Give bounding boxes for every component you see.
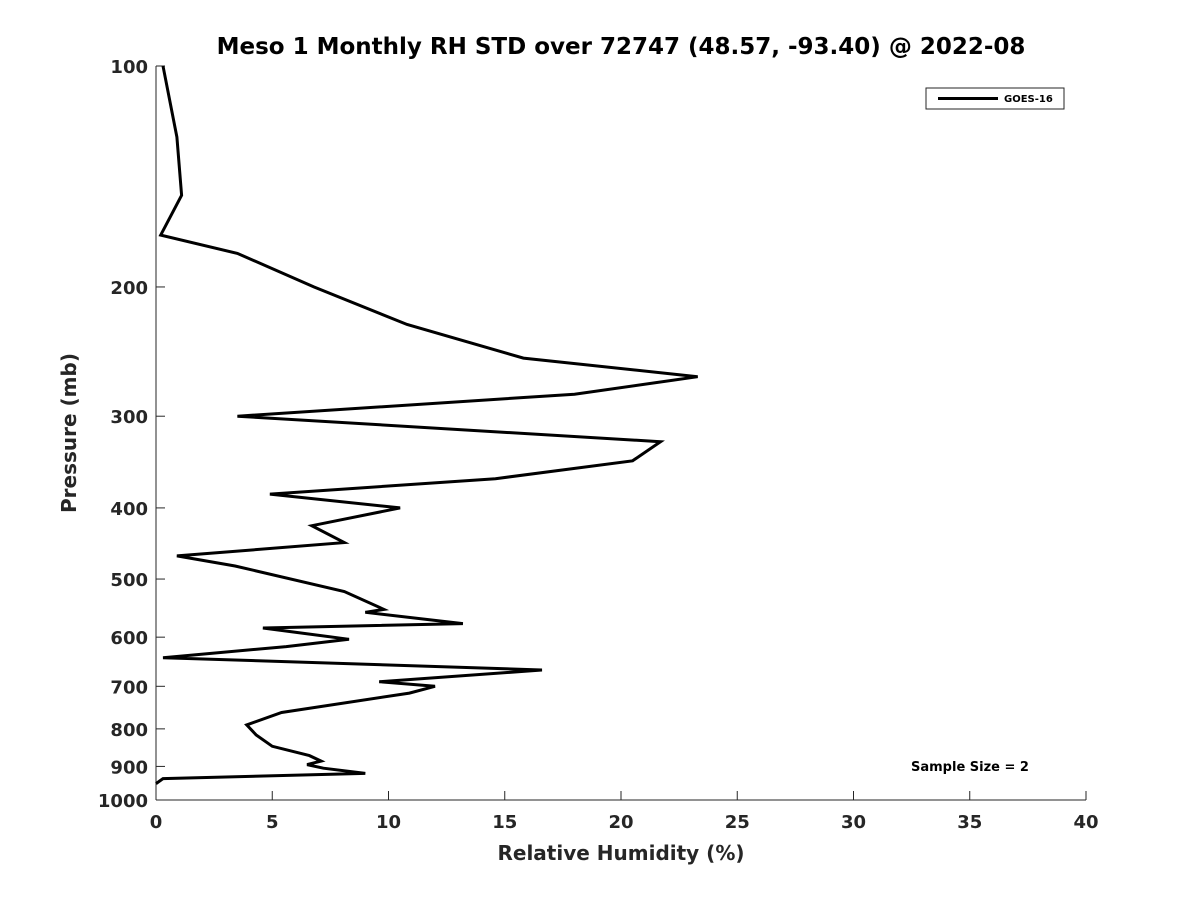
legend-entry-goes-16: GOES-16	[1004, 94, 1053, 105]
chart-title: Meso 1 Monthly RH STD over 72747 (48.57,…	[217, 34, 1026, 60]
y-tick-label: 1000	[98, 791, 148, 812]
y-axis-label: Pressure (mb)	[57, 353, 81, 513]
x-ticks: 0 5 10 15 20 25 30 35 40	[150, 791, 1099, 833]
x-tick-label: 25	[725, 812, 750, 833]
x-tick-label: 30	[841, 812, 866, 833]
x-tick-label: 5	[266, 812, 279, 833]
y-tick-label: 500	[110, 570, 148, 591]
y-tick-label: 300	[110, 407, 148, 428]
x-axis-label: Relative Humidity (%)	[497, 841, 744, 865]
sample-size-annotation: Sample Size = 2	[911, 760, 1029, 775]
y-tick-label: 400	[110, 499, 148, 520]
y-tick-label: 800	[110, 720, 148, 741]
y-tick-label: 200	[110, 278, 148, 299]
x-tick-label: 40	[1073, 812, 1098, 833]
x-tick-label: 15	[492, 812, 517, 833]
y-tick-label: 600	[110, 628, 148, 649]
y-tick-label: 700	[110, 677, 148, 698]
x-tick-label: 0	[150, 812, 163, 833]
x-tick-label: 20	[608, 812, 633, 833]
y-tick-label: 100	[110, 57, 148, 78]
x-tick-label: 35	[957, 812, 982, 833]
x-tick-label: 10	[376, 812, 401, 833]
series-goes-16-line	[155, 65, 698, 785]
legend: GOES-16	[925, 87, 1065, 110]
y-ticks: 100 200 300 400 500 600 700 800 900 1000	[98, 57, 165, 812]
y-tick-label: 900	[110, 757, 148, 778]
